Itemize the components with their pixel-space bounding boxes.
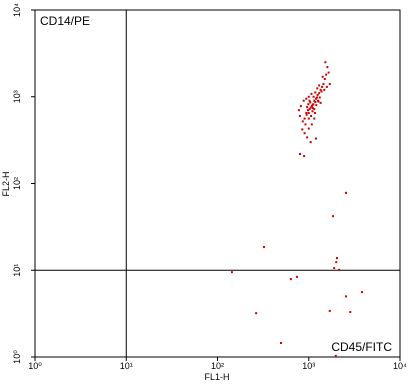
point — [334, 354, 337, 357]
point — [305, 111, 308, 114]
point — [313, 111, 316, 114]
point — [310, 123, 313, 126]
point — [255, 312, 258, 315]
point — [303, 155, 306, 158]
y-tick-label: 10² — [12, 177, 22, 190]
point — [349, 311, 352, 314]
point — [310, 114, 313, 117]
point — [335, 261, 338, 264]
point — [314, 97, 317, 100]
point — [333, 267, 336, 270]
point — [262, 246, 265, 249]
y-tick-label: 10⁰ — [12, 350, 22, 364]
point — [307, 95, 310, 98]
y-tick-label: 10¹ — [12, 264, 22, 277]
point — [326, 66, 329, 69]
point — [332, 215, 335, 218]
y-tick-label: 10⁴ — [12, 3, 22, 17]
point — [307, 127, 310, 130]
point — [307, 103, 310, 106]
point — [313, 117, 316, 120]
point — [309, 141, 312, 144]
point — [318, 92, 321, 95]
x-tick-label: 10¹ — [120, 361, 133, 371]
point — [230, 271, 233, 274]
point — [312, 103, 315, 106]
point — [280, 342, 283, 345]
point — [338, 268, 341, 271]
point — [298, 114, 301, 117]
point — [314, 100, 317, 103]
x-tick-label: 10⁴ — [393, 361, 407, 371]
point — [307, 111, 310, 114]
annotation: CD45/FITC — [331, 340, 392, 354]
point — [314, 91, 317, 94]
point — [306, 136, 309, 139]
point — [303, 132, 306, 135]
point — [301, 128, 304, 131]
point — [297, 109, 300, 112]
point — [328, 83, 331, 86]
point — [299, 152, 302, 155]
point — [318, 84, 321, 87]
plot-frame — [34, 9, 401, 358]
point — [308, 108, 311, 111]
point — [360, 291, 363, 294]
point — [328, 309, 331, 312]
point — [309, 106, 312, 109]
point — [325, 73, 328, 76]
point — [324, 61, 327, 64]
point — [289, 278, 292, 281]
point — [313, 99, 316, 102]
point — [310, 105, 313, 108]
point — [323, 88, 326, 91]
annotation: CD14/PE — [40, 14, 90, 28]
point — [309, 101, 312, 104]
point — [311, 107, 314, 110]
point — [306, 109, 309, 112]
x-tick-label: 10² — [211, 361, 224, 371]
point — [345, 191, 348, 194]
point — [313, 108, 316, 111]
point — [315, 96, 318, 99]
point — [319, 88, 322, 91]
point — [295, 275, 298, 278]
point — [316, 93, 319, 96]
x-axis-label: FL1-H — [204, 372, 229, 382]
y-tick-label: 10³ — [12, 90, 22, 103]
point — [322, 83, 325, 86]
point — [321, 85, 324, 88]
point — [321, 75, 324, 78]
point — [320, 90, 323, 93]
point — [306, 106, 309, 109]
point — [311, 110, 314, 113]
point — [312, 95, 315, 98]
point — [325, 85, 328, 88]
point — [308, 99, 311, 102]
point — [318, 96, 321, 99]
x-tick-label: 10³ — [302, 361, 315, 371]
x-tick-label: 10⁰ — [28, 361, 42, 371]
point — [305, 97, 308, 100]
point — [303, 117, 306, 120]
point — [327, 71, 330, 74]
point — [319, 101, 322, 104]
point — [317, 100, 320, 103]
point — [304, 123, 307, 126]
point — [336, 257, 339, 260]
point — [299, 105, 302, 108]
point — [310, 92, 313, 95]
point — [323, 78, 326, 81]
y-axis-label: FL2-H — [1, 171, 11, 196]
point — [307, 117, 310, 120]
point — [345, 295, 348, 298]
point — [301, 120, 304, 123]
point — [302, 99, 305, 102]
point — [314, 137, 317, 140]
point — [305, 113, 308, 116]
point — [315, 104, 318, 107]
point — [316, 87, 319, 90]
